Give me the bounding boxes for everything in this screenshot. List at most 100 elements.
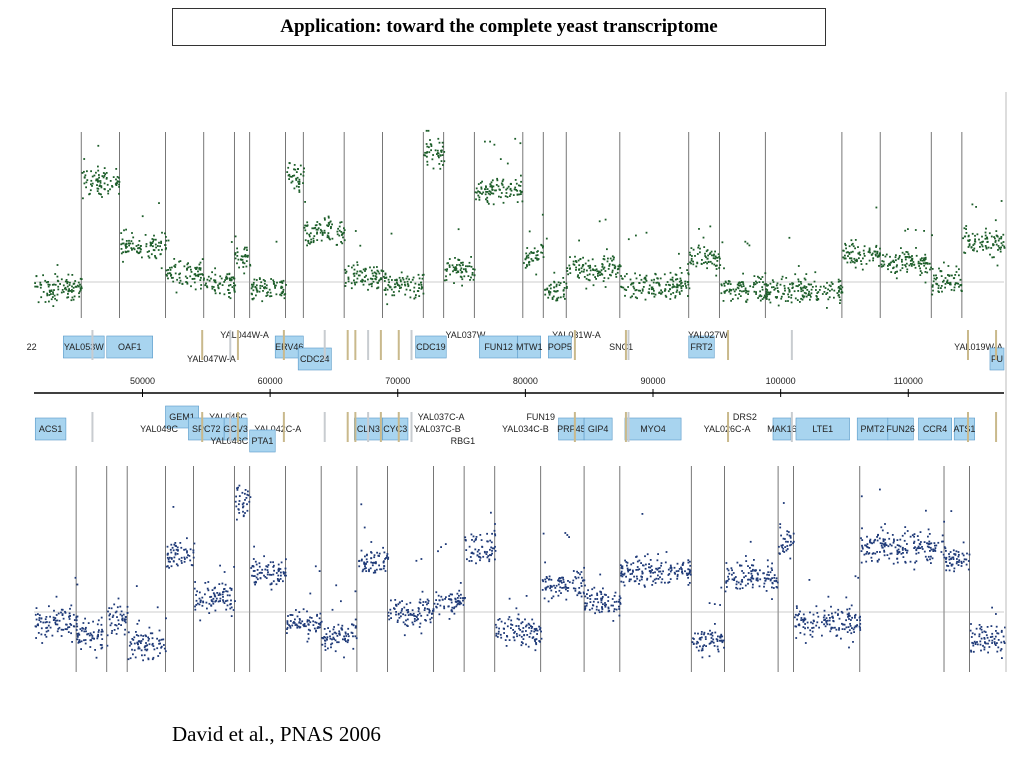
data-point <box>213 593 216 596</box>
data-point <box>736 561 739 564</box>
data-point <box>380 270 383 272</box>
data-point <box>974 240 976 242</box>
data-point <box>808 579 811 581</box>
data-point <box>562 578 565 581</box>
data-point <box>994 644 997 646</box>
data-point <box>90 170 92 173</box>
data-point <box>264 280 266 282</box>
data-point <box>165 239 168 242</box>
data-point <box>81 172 84 174</box>
data-point <box>295 609 297 611</box>
data-point <box>315 224 318 226</box>
data-point <box>198 591 201 594</box>
data-point <box>906 543 908 545</box>
data-point <box>103 175 106 177</box>
data-point <box>828 284 831 287</box>
data-point <box>809 633 812 636</box>
data-point <box>771 586 773 589</box>
data-point <box>336 641 338 644</box>
data-point <box>127 658 130 661</box>
data-point <box>156 637 158 640</box>
data-point <box>340 221 343 223</box>
data-point <box>368 283 371 286</box>
data-point <box>932 280 935 283</box>
data-point <box>931 284 934 287</box>
data-point <box>131 248 133 250</box>
data-point <box>929 546 932 549</box>
data-point <box>816 612 819 614</box>
data-point <box>572 579 575 582</box>
data-point <box>477 190 479 193</box>
data-point <box>749 285 752 288</box>
data-point <box>78 292 80 295</box>
data-point <box>481 180 483 183</box>
data-point <box>654 582 657 584</box>
data-point <box>588 279 591 282</box>
data-point <box>657 553 659 555</box>
data-point <box>630 563 633 566</box>
data-point <box>744 584 747 587</box>
data-point <box>105 172 108 174</box>
data-point <box>729 292 732 295</box>
data-point <box>579 592 582 595</box>
data-point <box>101 638 104 640</box>
data-point <box>700 649 703 652</box>
data-point <box>729 289 731 291</box>
data-point <box>323 217 326 220</box>
data-point <box>1000 242 1003 245</box>
forward-gene-label: FRT2 <box>690 342 712 352</box>
data-point <box>756 577 759 580</box>
data-point <box>896 557 899 560</box>
data-point <box>492 185 495 188</box>
data-point <box>680 568 683 570</box>
data-point <box>971 232 974 235</box>
data-point <box>489 183 492 186</box>
data-point <box>338 630 341 633</box>
feature-tick <box>624 330 627 360</box>
data-point <box>217 600 220 603</box>
data-point <box>850 619 852 621</box>
data-point <box>115 168 118 170</box>
data-point <box>524 618 526 621</box>
data-point <box>289 175 292 178</box>
data-point <box>386 555 388 557</box>
data-point <box>432 609 435 612</box>
data-point <box>923 230 925 232</box>
data-point <box>793 616 796 619</box>
data-point <box>241 503 244 506</box>
data-point <box>327 216 330 219</box>
data-point <box>46 292 49 295</box>
data-point <box>409 296 412 299</box>
data-point <box>810 621 812 624</box>
data-point <box>215 597 218 600</box>
data-point <box>295 179 298 181</box>
data-point <box>497 185 500 188</box>
data-point <box>776 581 779 584</box>
data-point <box>727 283 729 285</box>
data-point <box>128 239 130 242</box>
data-point <box>837 608 840 611</box>
data-point <box>345 635 348 637</box>
data-point <box>494 623 497 626</box>
data-point <box>744 287 747 290</box>
data-point <box>318 626 320 629</box>
data-point <box>53 283 55 286</box>
data-point <box>500 620 503 623</box>
data-point <box>278 580 280 582</box>
data-point <box>272 580 275 583</box>
data-point <box>147 658 150 661</box>
data-point <box>200 284 203 286</box>
data-point <box>708 642 711 645</box>
data-point <box>133 636 136 639</box>
data-point <box>496 636 499 638</box>
data-point <box>273 281 275 283</box>
data-point <box>740 285 743 288</box>
data-point <box>747 293 749 295</box>
data-point <box>923 541 926 543</box>
data-point <box>958 285 960 288</box>
data-point <box>641 288 644 291</box>
data-point <box>125 243 128 245</box>
data-point <box>913 535 915 538</box>
data-point <box>659 576 661 579</box>
data-point <box>382 270 385 273</box>
